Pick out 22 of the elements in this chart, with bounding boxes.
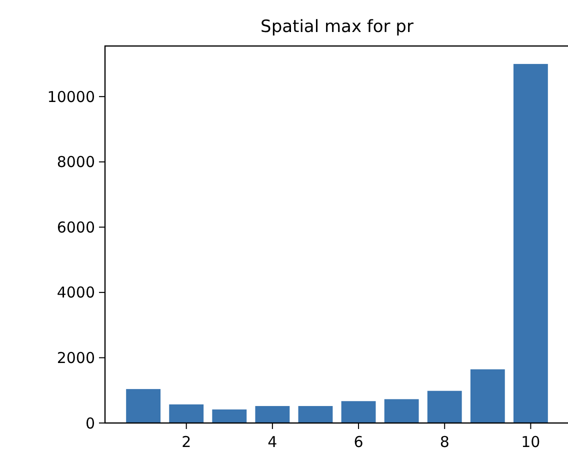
bar <box>384 399 419 423</box>
bar <box>341 401 376 423</box>
bar <box>470 369 505 423</box>
y-tick-label: 0 <box>85 414 95 432</box>
bar <box>169 404 204 423</box>
x-tick-label: 2 <box>182 433 192 451</box>
y-tick-label: 6000 <box>56 218 95 236</box>
bar <box>126 389 161 423</box>
y-tick-label: 2000 <box>56 348 95 367</box>
bar <box>513 64 548 423</box>
bar <box>212 409 247 423</box>
y-tick-label: 4000 <box>56 284 95 302</box>
x-tick-label: 4 <box>268 433 278 451</box>
y-tick-label: 8000 <box>56 153 95 172</box>
x-tick-label: 8 <box>440 433 450 451</box>
y-tick-label: 10000 <box>47 88 95 106</box>
chart-title: Spatial max for pr <box>260 17 414 37</box>
bar <box>427 390 462 423</box>
bar <box>255 406 290 423</box>
bar <box>298 406 333 423</box>
x-tick-label: 10 <box>521 433 540 451</box>
x-tick-label: 6 <box>354 433 364 451</box>
